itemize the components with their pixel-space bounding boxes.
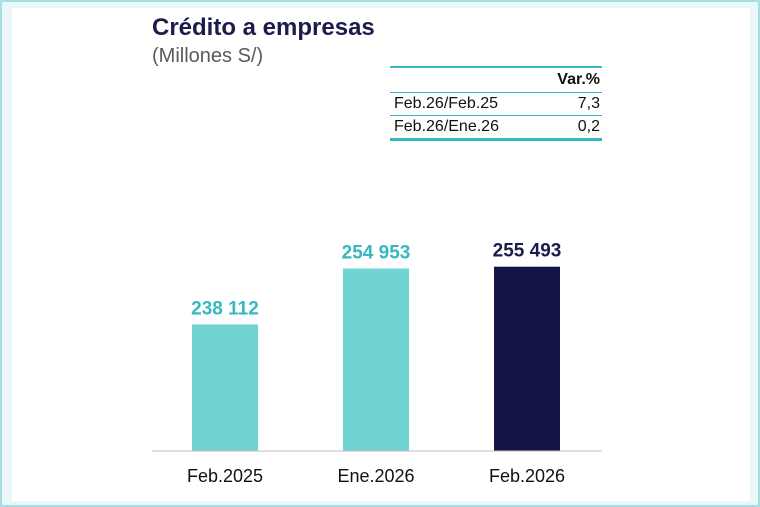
variation-row: Feb.26/Feb.25 7,3 xyxy=(390,92,602,116)
bar-feb-2026 xyxy=(494,266,560,451)
bar-value-label: 255 493 xyxy=(493,241,562,262)
bar-chart: 238 112 Feb.2025 254 953 Ene.2026 255 493 Feb… xyxy=(152,241,602,486)
chart-subtitle: (Millones S/) xyxy=(152,45,264,67)
variation-header-value: Var.% xyxy=(541,66,602,93)
x-tick-label: Ene.2026 xyxy=(337,466,414,486)
x-tick-label: Feb.2026 xyxy=(489,466,565,486)
variation-header-blank xyxy=(390,66,542,93)
variation-table: Var.% Feb.26/Feb.25 7,3 Feb.26/Ene.26 0,… xyxy=(390,66,602,141)
x-tick-label: Feb.2025 xyxy=(187,466,263,486)
bar-value-label: 254 953 xyxy=(342,243,411,264)
variation-row-value: 7,3 xyxy=(541,92,602,116)
bar-value-label: 238 112 xyxy=(191,298,259,319)
variation-row: Feb.26/Ene.26 0,2 xyxy=(390,115,602,141)
chart-card: Crédito a empresas (Millones S/) Var.% F… xyxy=(12,8,750,501)
variation-table-header: Var.% xyxy=(390,66,602,93)
variation-row-label: Feb.26/Ene.26 xyxy=(390,115,542,141)
variation-row-value: 0,2 xyxy=(541,115,602,141)
variation-row-label: Feb.26/Feb.25 xyxy=(390,92,542,116)
bar-ene-2026 xyxy=(343,268,409,451)
bar-feb-2025 xyxy=(192,324,258,451)
chart-title: Crédito a empresas xyxy=(152,14,375,41)
